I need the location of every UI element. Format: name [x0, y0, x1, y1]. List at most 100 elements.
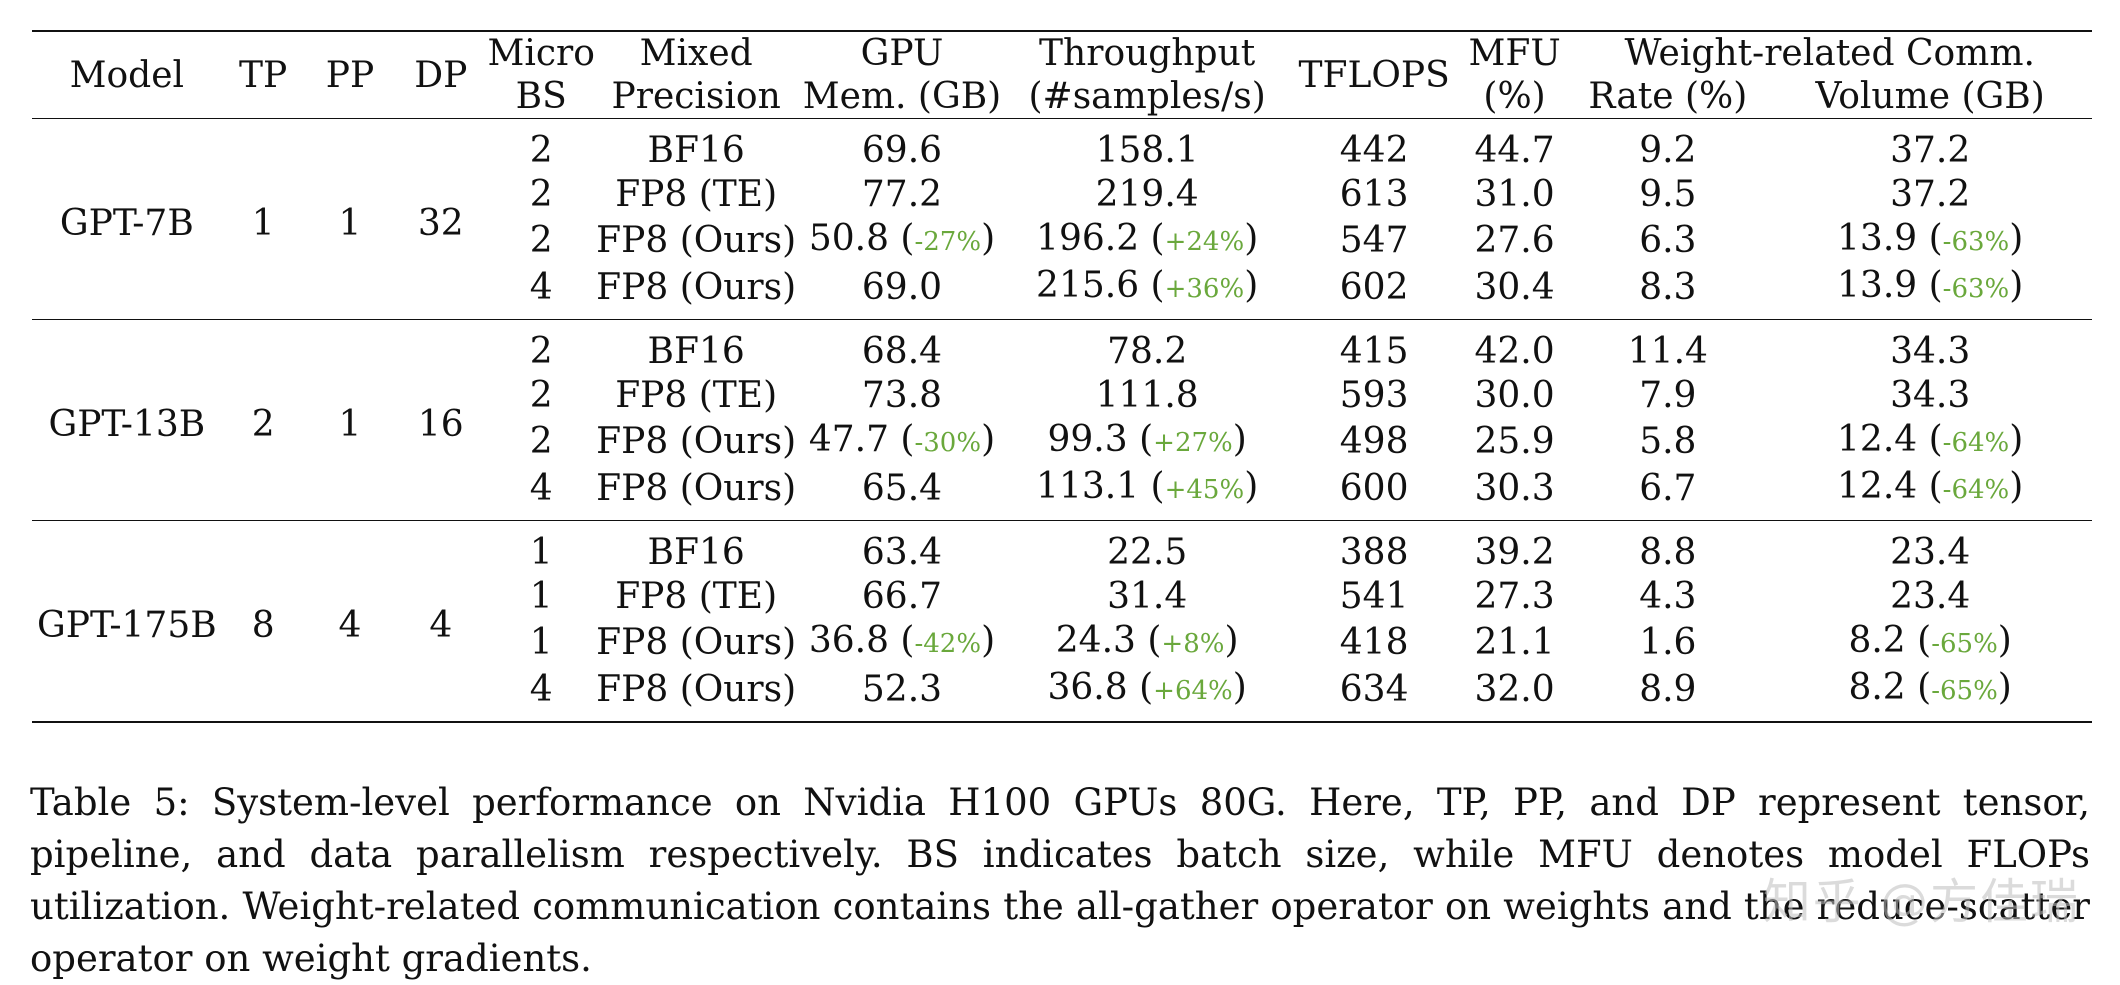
gpu-mem-cell-value: 63.4: [861, 532, 943, 573]
delta-badge: -27%: [914, 227, 982, 257]
volume-cell: 37.2: [1768, 119, 2092, 174]
rate-cell: 9.2: [1639, 130, 1697, 171]
gpu-mem-cell: 36.8 (-42%): [796, 619, 1008, 666]
header-tp: TP: [239, 54, 288, 96]
table-caption: Table 5: System-level performance on Nvi…: [30, 781, 2090, 980]
volume-cell: 23.4: [1768, 521, 2092, 576]
throughput-cell-value: 31.4: [1107, 576, 1188, 617]
volume-cell-value: 37.2: [1890, 130, 1971, 171]
gpu-mem-cell: 47.7 (-30%): [796, 418, 1008, 465]
table-row: 4 FP8 (Ours) 65.4 113.1 (+45%) 600 30.3 6.7 12.…: [32, 465, 2092, 521]
tp-cell: 8: [251, 605, 275, 646]
throughput-cell-value: 219.4: [1095, 174, 1199, 215]
micro-bs-cell: 2: [529, 420, 553, 462]
table-header: Model TP PP DP Micro Mixed GPU Throughpu…: [32, 31, 2092, 119]
throughput-cell-value: 36.8: [1047, 667, 1128, 708]
gpu-mem-cell: 50.8 (-27%): [796, 217, 1008, 264]
gpu-mem-cell-value: 36.8: [808, 620, 889, 661]
volume-cell-value: 12.4: [1837, 466, 1918, 507]
mfu-cell: 31.0: [1474, 174, 1555, 215]
throughput-cell: 36.8 (+64%): [1008, 666, 1287, 722]
gpu-mem-cell: 65.4: [796, 465, 1008, 521]
table-row: 2 FP8 (TE) 77.2 219.4 613 31.0 9.5 37.2: [32, 173, 2092, 217]
model-cell: GPT-13B: [48, 404, 206, 445]
header-precision-line1: Mixed: [639, 33, 753, 74]
rate-cell: 8.3: [1639, 266, 1697, 308]
header-model: Model: [69, 54, 185, 96]
rate-cell: 6.3: [1639, 219, 1697, 261]
header-gpu-mem-line2: Mem. (GB): [802, 76, 1002, 117]
volume-cell: 13.9 (-63%): [1768, 217, 2092, 264]
rate-cell: 7.9: [1639, 375, 1697, 416]
tp-cell: 2: [251, 404, 275, 445]
header-throughput-line2: (#samples/s): [1028, 76, 1266, 117]
throughput-cell: 111.8: [1008, 374, 1287, 418]
header-throughput-line1: Throughput: [1039, 33, 1256, 74]
volume-cell-value: 13.9: [1837, 265, 1918, 306]
table-row: 1 FP8 (Ours) 36.8 (-42%) 24.3 (+8%) 418 21.1 1…: [32, 619, 2092, 666]
precision-cell: FP8 (TE): [615, 375, 778, 416]
volume-cell: 12.4 (-64%): [1768, 465, 2092, 521]
table-row: 4 FP8 (Ours) 52.3 36.8 (+64%) 634 32.0 8.9 8.2 …: [32, 666, 2092, 722]
volume-cell-value: 23.4: [1890, 532, 1971, 573]
throughput-cell: 158.1: [1008, 119, 1287, 174]
mfu-cell: 27.6: [1474, 219, 1555, 261]
header-pp: PP: [325, 54, 375, 96]
precision-cell: BF16: [647, 532, 745, 573]
delta-badge: +64%: [1153, 676, 1233, 706]
micro-bs-cell: 2: [529, 174, 553, 215]
tflops-cell: 541: [1339, 576, 1409, 617]
gpu-mem-cell: 63.4: [796, 521, 1008, 576]
header-micro-bs-line2: BS: [515, 76, 567, 117]
model-cell: GPT-7B: [59, 203, 194, 244]
throughput-cell-value: 99.3: [1047, 419, 1128, 460]
mfu-cell: 21.1: [1474, 621, 1555, 663]
throughput-cell-value: 113.1: [1036, 466, 1140, 507]
micro-bs-cell: 2: [529, 331, 553, 372]
table-row: GPT-175B 8 4 4 1 BF16 63.4 22.5 388 39.2 8.8 23.4: [32, 520, 2092, 646]
tflops-cell: 442: [1339, 130, 1409, 171]
table-row: GPT-7B 1 1 32 2 BF16 69.6 158.1 442 44.7 9.2 37.2: [32, 118, 2092, 244]
micro-bs-cell: 4: [529, 467, 553, 509]
delta-badge: +27%: [1153, 428, 1233, 458]
mfu-cell: 39.2: [1474, 532, 1555, 573]
results-table: Model TP PP DP Micro Mixed GPU Throughpu…: [32, 30, 2092, 723]
model-cell: GPT-175B: [37, 605, 217, 646]
dp-cell: 16: [417, 404, 464, 445]
gpu-mem-cell-delta: (-27%): [888, 218, 996, 259]
pp-cell: 1: [338, 404, 362, 445]
gpu-mem-cell: 69.6: [796, 119, 1008, 174]
volume-cell: 13.9 (-63%): [1768, 264, 2092, 320]
header-volume: Volume (GB): [1815, 76, 2045, 117]
mfu-cell: 30.0: [1474, 375, 1555, 416]
mfu-cell: 25.9: [1474, 420, 1555, 462]
delta-badge: +45%: [1164, 475, 1245, 505]
volume-cell-value: 8.2: [1848, 620, 1906, 661]
tflops-cell: 593: [1339, 375, 1409, 416]
delta-badge: +36%: [1164, 274, 1245, 304]
tflops-cell: 613: [1339, 174, 1409, 215]
delta-badge: -64%: [1942, 428, 2010, 458]
gpu-mem-cell-value: 66.7: [861, 576, 943, 617]
precision-cell: BF16: [647, 331, 745, 372]
delta-badge: +24%: [1164, 227, 1245, 257]
precision-cell: FP8 (Ours): [596, 266, 797, 308]
gpu-mem-cell: 73.8: [796, 374, 1008, 418]
dp-cell: 32: [417, 203, 464, 244]
mfu-cell: 44.7: [1474, 130, 1555, 171]
gpu-mem-cell: 77.2: [796, 173, 1008, 217]
gpu-mem-cell: 69.0: [796, 264, 1008, 320]
precision-cell: FP8 (Ours): [596, 668, 797, 710]
volume-cell: 37.2: [1768, 173, 2092, 217]
delta-badge: -42%: [914, 629, 982, 659]
dp-cell: 4: [429, 605, 453, 646]
mfu-cell: 30.4: [1474, 266, 1555, 308]
throughput-cell: 31.4: [1008, 575, 1287, 619]
throughput-cell-value: 24.3: [1055, 620, 1136, 661]
volume-cell: 34.3: [1768, 374, 2092, 418]
gpu-mem-cell-delta: (-42%): [888, 620, 996, 661]
rate-cell: 8.9: [1639, 668, 1697, 710]
tflops-cell: 602: [1339, 266, 1409, 308]
micro-bs-cell: 4: [529, 266, 553, 308]
